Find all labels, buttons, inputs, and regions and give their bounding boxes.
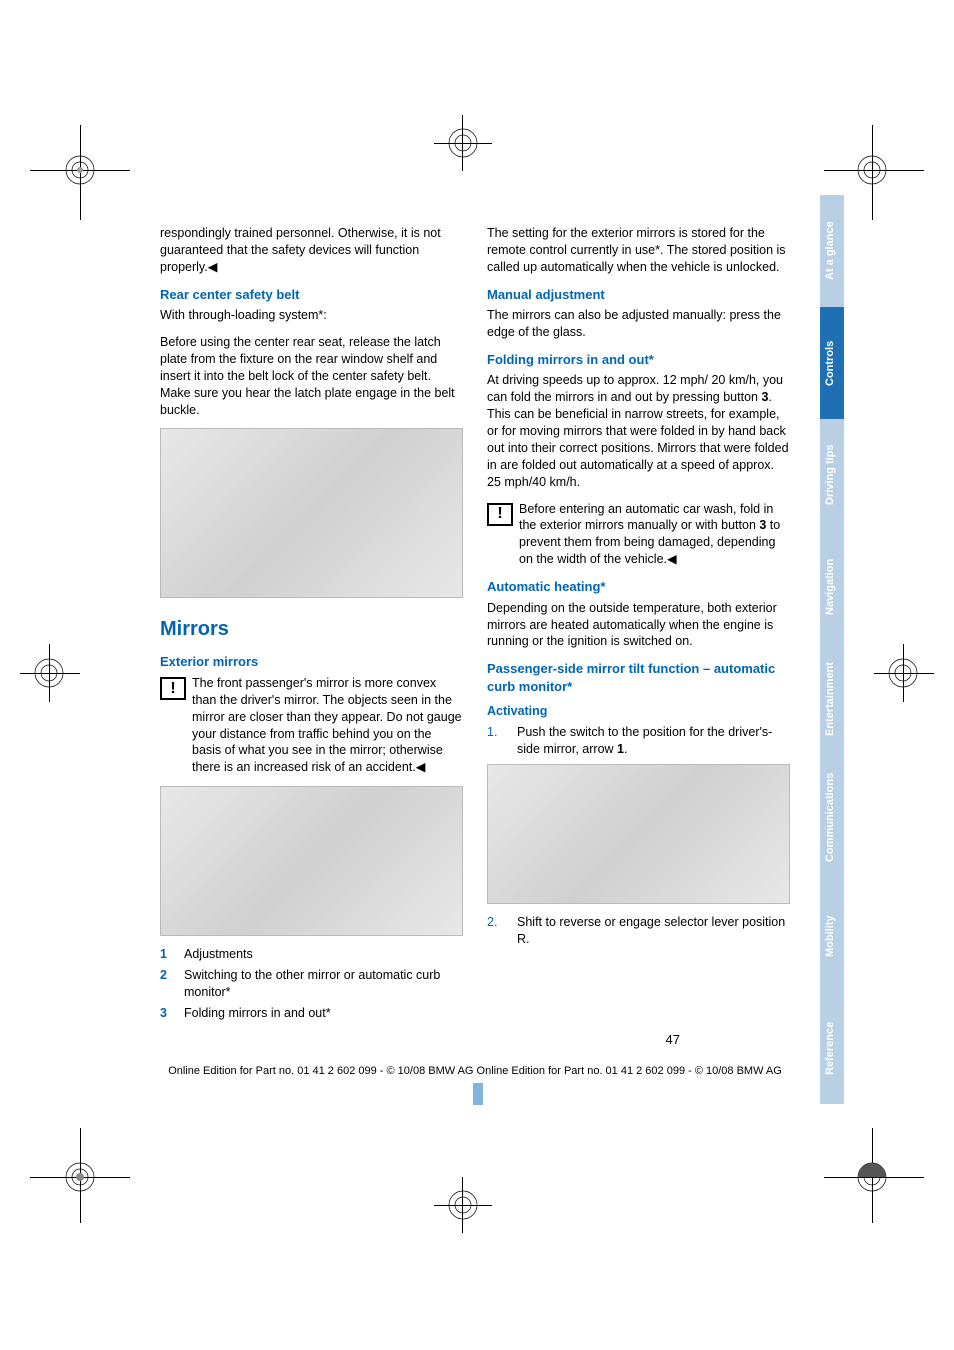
section-tab[interactable]: At a glance — [820, 195, 844, 307]
automatic-heating-heading: Automatic heating* — [487, 578, 790, 596]
legend-number: 2 — [160, 967, 174, 1001]
left-column: respondingly trained personnel. Otherwis… — [160, 225, 463, 1032]
exterior-mirrors-heading: Exterior mirrors — [160, 653, 463, 671]
footer-text: Online Edition for Part no. 01 41 2 602 … — [168, 1065, 473, 1077]
reg-circle-tr — [850, 148, 894, 192]
folding-mirrors-warning: ! Before entering an automatic car wash,… — [487, 501, 790, 569]
section-tab[interactable]: Driving tips — [820, 419, 844, 531]
intro-text: respondingly trained personnel. Otherwis… — [160, 225, 463, 276]
reg-circle-mt — [441, 121, 485, 165]
legend-item: 3 Folding mirrors in and out* — [160, 1005, 463, 1022]
activating-step-2: 2. Shift to reverse or engage selector l… — [487, 914, 790, 948]
section-tab[interactable]: Reference — [820, 992, 844, 1104]
section-tab[interactable]: Mobility — [820, 880, 844, 992]
activating-heading: Activating — [487, 703, 790, 720]
page-number-row: 47 — [160, 1032, 790, 1047]
legend-item: 1 Adjustments — [160, 946, 463, 963]
section-tab[interactable]: Communications — [820, 755, 844, 880]
tilt-function-heading: Passenger-side mirror tilt function – au… — [487, 660, 790, 695]
legend-number: 3 — [160, 1005, 174, 1022]
section-tab[interactable]: Entertainment — [820, 643, 844, 755]
legend-number: 1 — [160, 946, 174, 963]
step-text: Push the switch to the position for the … — [517, 724, 790, 758]
mirror-controls-legend: 1 Adjustments 2 Switching to the other mirr… — [160, 946, 463, 1022]
legend-text: Switching to the other mirror or automat… — [184, 967, 463, 1001]
section-tab[interactable]: Navigation — [820, 531, 844, 643]
warning-icon: ! — [487, 503, 513, 526]
page-number: 47 — [666, 1032, 680, 1047]
warning-icon: ! — [160, 677, 186, 700]
exterior-mirrors-warning-text: The front passenger's mirror is more con… — [192, 675, 463, 776]
manual-adjustment-heading: Manual adjustment — [487, 286, 790, 304]
step-number: 1. — [487, 724, 507, 758]
mirror-switch-illustration — [487, 764, 790, 904]
legend-text: Adjustments — [184, 946, 253, 963]
page-number-bar — [473, 1083, 483, 1105]
rear-belt-heading: Rear center safety belt — [160, 286, 463, 304]
legend-item: 2 Switching to the other mirror or automa… — [160, 967, 463, 1001]
folding-mirrors-warning-text: Before entering an automatic car wash, f… — [519, 501, 790, 569]
footer-text: Online Edition for Part no. 01 41 2 602 … — [477, 1065, 782, 1077]
reg-circle-tl — [58, 148, 102, 192]
rear-belt-sub: With through-loading system*: — [160, 307, 463, 324]
folding-mirrors-heading: Folding mirrors in and out* — [487, 351, 790, 369]
folding-mirrors-paragraph: At driving speeds up to approx. 12 mph/ … — [487, 372, 790, 490]
stored-setting-paragraph: The setting for the exterior mirrors is … — [487, 225, 790, 276]
reg-circle-mr — [881, 651, 925, 695]
mirrors-heading: Mirrors — [160, 616, 463, 643]
rear-belt-paragraph: Before using the center rear seat, relea… — [160, 334, 463, 418]
reg-circle-bl — [58, 1155, 102, 1199]
reg-circle-ml — [27, 651, 71, 695]
step-text: Shift to reverse or engage selector leve… — [517, 914, 790, 948]
reg-circle-mb — [441, 1183, 485, 1227]
rear-seat-belt-illustration — [160, 428, 463, 598]
exterior-mirrors-warning: ! The front passenger's mirror is more c… — [160, 675, 463, 776]
activating-step-1: 1. Push the switch to the position for t… — [487, 724, 790, 758]
legend-text: Folding mirrors in and out* — [184, 1005, 331, 1022]
page-content: respondingly trained personnel. Otherwis… — [160, 225, 790, 1099]
section-tab[interactable]: Controls — [820, 307, 844, 419]
automatic-heating-paragraph: Depending on the outside temperature, bo… — [487, 600, 790, 651]
right-column: The setting for the exterior mirrors is … — [487, 225, 790, 1032]
manual-adjustment-paragraph: The mirrors can also be adjusted manuall… — [487, 307, 790, 341]
section-tabs: At a glanceControlsDriving tipsNavigatio… — [820, 195, 844, 1104]
reg-circle-br — [850, 1155, 894, 1199]
step-number: 2. — [487, 914, 507, 948]
mirror-controls-illustration — [160, 786, 463, 936]
footer-line: Online Edition for Part no. 01 41 2 602 … — [160, 1065, 790, 1099]
